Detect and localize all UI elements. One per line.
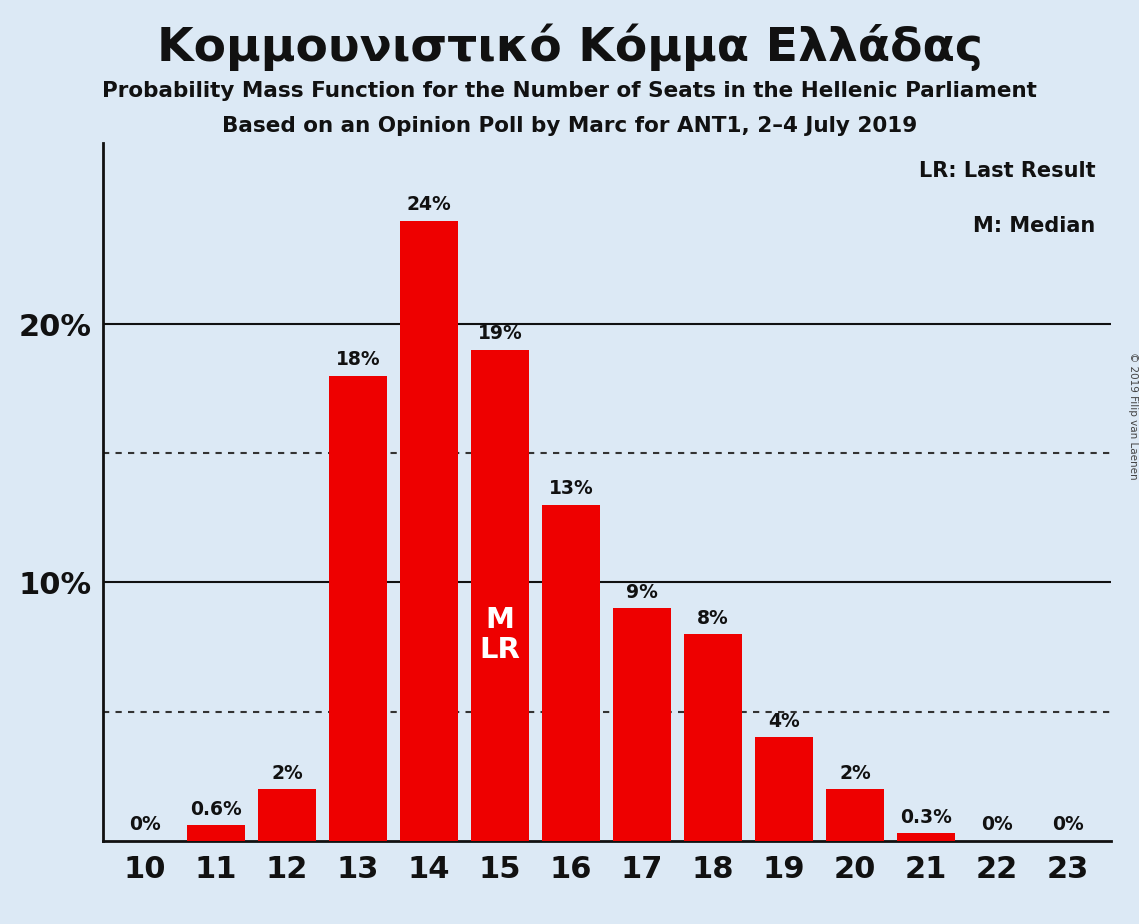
Text: 8%: 8% bbox=[697, 609, 729, 627]
Text: 0%: 0% bbox=[129, 815, 161, 834]
Text: M: Median: M: Median bbox=[973, 216, 1096, 237]
Text: 2%: 2% bbox=[271, 764, 303, 783]
Text: 0%: 0% bbox=[981, 815, 1013, 834]
Text: 0%: 0% bbox=[1052, 815, 1084, 834]
Bar bbox=[613, 608, 671, 841]
Text: 0.3%: 0.3% bbox=[900, 808, 952, 827]
Bar bbox=[400, 221, 458, 841]
Bar bbox=[329, 376, 387, 841]
Text: 18%: 18% bbox=[336, 350, 380, 370]
Bar bbox=[542, 505, 600, 841]
Text: © 2019 Filip van Laenen: © 2019 Filip van Laenen bbox=[1129, 352, 1138, 480]
Text: M
LR: M LR bbox=[480, 605, 521, 663]
Text: 9%: 9% bbox=[626, 583, 658, 602]
Text: 0.6%: 0.6% bbox=[190, 800, 241, 819]
Bar bbox=[470, 350, 530, 841]
Text: 4%: 4% bbox=[768, 712, 800, 731]
Text: 13%: 13% bbox=[549, 480, 593, 498]
Bar bbox=[187, 825, 245, 841]
Text: 24%: 24% bbox=[407, 195, 451, 214]
Text: Probability Mass Function for the Number of Seats in the Hellenic Parliament: Probability Mass Function for the Number… bbox=[103, 81, 1036, 102]
Bar bbox=[896, 833, 956, 841]
Bar bbox=[826, 789, 884, 841]
Text: 2%: 2% bbox=[839, 764, 871, 783]
Bar bbox=[257, 789, 317, 841]
Text: 19%: 19% bbox=[477, 324, 523, 344]
Text: Based on an Opinion Poll by Marc for ANT1, 2–4 July 2019: Based on an Opinion Poll by Marc for ANT… bbox=[222, 116, 917, 136]
Bar bbox=[683, 634, 743, 841]
Bar bbox=[755, 737, 813, 841]
Text: Κομμουνιστικό Κόμμα Ελλάδας: Κομμουνιστικό Κόμμα Ελλάδας bbox=[156, 23, 983, 70]
Text: LR: Last Result: LR: Last Result bbox=[919, 161, 1096, 181]
